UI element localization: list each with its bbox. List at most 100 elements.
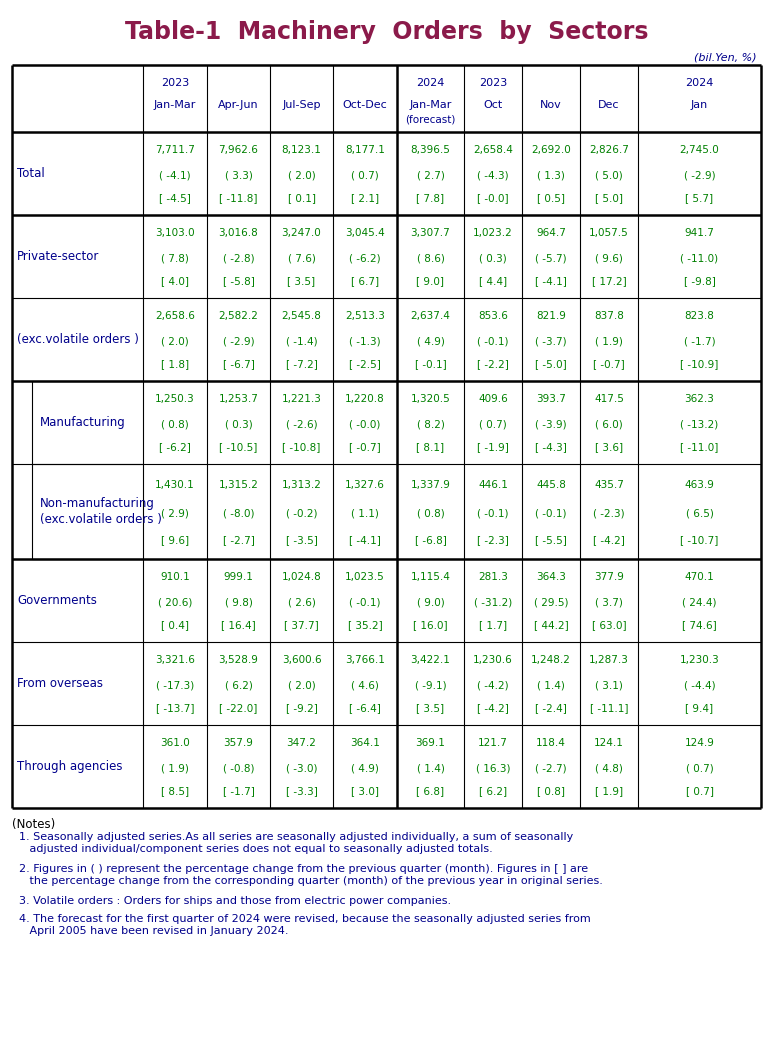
Text: ( 6.2): ( 6.2) xyxy=(225,680,253,691)
Text: (bil.Yen, %): (bil.Yen, %) xyxy=(694,53,757,63)
Text: 3,103.0: 3,103.0 xyxy=(155,228,195,239)
Text: 8,123.1: 8,123.1 xyxy=(281,145,322,156)
Text: ( 16.3): ( 16.3) xyxy=(475,763,510,774)
Text: ( 9.6): ( 9.6) xyxy=(595,253,623,263)
Text: ( 0.8): ( 0.8) xyxy=(161,419,189,429)
Text: 2023: 2023 xyxy=(161,78,189,88)
Text: [ 0.7]: [ 0.7] xyxy=(686,786,713,796)
Text: ( -4.4): ( -4.4) xyxy=(683,680,715,691)
Text: [ -11.0]: [ -11.0] xyxy=(680,443,719,452)
Text: 1,327.6: 1,327.6 xyxy=(345,480,385,489)
Text: 999.1: 999.1 xyxy=(223,572,254,582)
Text: [ -2.4]: [ -2.4] xyxy=(535,703,567,713)
Text: ( 7.6): ( 7.6) xyxy=(288,253,315,263)
Text: [ 3.0]: [ 3.0] xyxy=(351,786,379,796)
Text: [ 5.0]: [ 5.0] xyxy=(595,193,623,203)
Text: ( 29.5): ( 29.5) xyxy=(533,597,568,607)
Text: 1,430.1: 1,430.1 xyxy=(155,480,195,489)
Text: 7,962.6: 7,962.6 xyxy=(219,145,258,156)
Text: [ 0.1]: [ 0.1] xyxy=(288,193,315,203)
Text: [ -2.2]: [ -2.2] xyxy=(477,360,509,369)
Text: ( -2.7): ( -2.7) xyxy=(535,763,567,774)
Text: 7,711.7: 7,711.7 xyxy=(155,145,195,156)
Text: ( 2.9): ( 2.9) xyxy=(161,508,189,518)
Text: ( -0.2): ( -0.2) xyxy=(286,508,317,518)
Text: 369.1: 369.1 xyxy=(416,738,445,749)
Text: [ -2.7]: [ -2.7] xyxy=(223,535,254,545)
Text: 941.7: 941.7 xyxy=(685,228,714,239)
Text: Manufacturing: Manufacturing xyxy=(40,416,126,429)
Text: ( -9.1): ( -9.1) xyxy=(414,680,446,691)
Text: [ -6.4]: [ -6.4] xyxy=(349,703,381,713)
Text: ( -4.2): ( -4.2) xyxy=(477,680,509,691)
Text: Table-1  Machinery  Orders  by  Sectors: Table-1 Machinery Orders by Sectors xyxy=(124,20,649,44)
Text: 1,315.2: 1,315.2 xyxy=(219,480,258,489)
Text: 2,826.7: 2,826.7 xyxy=(589,145,629,156)
Text: 1. Seasonally adjusted series.As all series are seasonally adjusted individually: 1. Seasonally adjusted series.As all ser… xyxy=(12,832,574,853)
Text: ( 24.4): ( 24.4) xyxy=(683,597,717,607)
Text: [ 37.7]: [ 37.7] xyxy=(284,620,319,630)
Text: (Notes): (Notes) xyxy=(12,818,55,831)
Text: 3,422.1: 3,422.1 xyxy=(410,655,451,666)
Text: 377.9: 377.9 xyxy=(594,572,624,582)
Text: [ -3.3]: [ -3.3] xyxy=(285,786,318,796)
Text: [ -10.9]: [ -10.9] xyxy=(680,360,719,369)
Text: ( 0.3): ( 0.3) xyxy=(225,419,252,429)
Text: ( 0.7): ( 0.7) xyxy=(686,763,713,774)
Text: [ 0.4]: [ 0.4] xyxy=(161,620,189,630)
Text: ( 8.6): ( 8.6) xyxy=(417,253,444,263)
Text: [ -1.7]: [ -1.7] xyxy=(223,786,254,796)
Text: 445.8: 445.8 xyxy=(536,480,566,489)
Text: 3,528.9: 3,528.9 xyxy=(219,655,258,666)
Text: 3. Volatile orders : Orders for ships and those from electric power companies.: 3. Volatile orders : Orders for ships an… xyxy=(12,896,451,906)
Text: Through agencies: Through agencies xyxy=(17,760,122,773)
Text: ( 0.7): ( 0.7) xyxy=(351,170,379,180)
Text: ( 9.8): ( 9.8) xyxy=(225,597,253,607)
Text: ( -17.3): ( -17.3) xyxy=(156,680,194,691)
Text: [ -10.5]: [ -10.5] xyxy=(220,443,257,452)
Text: [ -6.8]: [ -6.8] xyxy=(414,535,447,545)
Text: [ 9.0]: [ 9.0] xyxy=(417,277,444,286)
Text: Jul-Sep: Jul-Sep xyxy=(282,100,321,110)
Text: [ -7.2]: [ -7.2] xyxy=(285,360,318,369)
Text: 121.7: 121.7 xyxy=(478,738,508,749)
Text: [ -0.0]: [ -0.0] xyxy=(477,193,509,203)
Text: [ -4.3]: [ -4.3] xyxy=(535,443,567,452)
Text: [ -2.5]: [ -2.5] xyxy=(349,360,381,369)
Text: [ 8.5]: [ 8.5] xyxy=(161,786,189,796)
Text: ( 4.6): ( 4.6) xyxy=(351,680,379,691)
Text: [ 16.0]: [ 16.0] xyxy=(414,620,448,630)
Text: [ 17.2]: [ 17.2] xyxy=(591,277,626,286)
Text: 2,658.6: 2,658.6 xyxy=(155,311,195,321)
Text: 8,396.5: 8,396.5 xyxy=(410,145,451,156)
Text: ( 4.9): ( 4.9) xyxy=(417,336,444,346)
Text: [ -4.2]: [ -4.2] xyxy=(593,535,625,545)
Text: Jan-Mar: Jan-Mar xyxy=(410,100,451,110)
Text: [ 74.6]: [ 74.6] xyxy=(682,620,717,630)
Text: [ -6.7]: [ -6.7] xyxy=(223,360,254,369)
Text: ( -0.1): ( -0.1) xyxy=(349,597,381,607)
Text: ( -1.3): ( -1.3) xyxy=(349,336,381,346)
Text: [ 44.2]: [ 44.2] xyxy=(533,620,568,630)
Text: [ -22.0]: [ -22.0] xyxy=(220,703,257,713)
Text: [ -0.7]: [ -0.7] xyxy=(593,360,625,369)
Text: ( -2.3): ( -2.3) xyxy=(593,508,625,518)
Text: 362.3: 362.3 xyxy=(685,394,714,404)
Text: ( -0.1): ( -0.1) xyxy=(477,336,509,346)
Text: 118.4: 118.4 xyxy=(536,738,566,749)
Text: 1,230.6: 1,230.6 xyxy=(473,655,512,666)
Text: ( -31.2): ( -31.2) xyxy=(474,597,512,607)
Text: ( -5.7): ( -5.7) xyxy=(535,253,567,263)
Text: [ 3.5]: [ 3.5] xyxy=(417,703,444,713)
Text: [ 16.4]: [ 16.4] xyxy=(221,620,256,630)
Text: [ 2.1]: [ 2.1] xyxy=(351,193,379,203)
Text: 1,250.3: 1,250.3 xyxy=(155,394,195,404)
Text: 364.3: 364.3 xyxy=(536,572,566,582)
Text: 1,023.2: 1,023.2 xyxy=(473,228,512,239)
Text: ( 0.8): ( 0.8) xyxy=(417,508,444,518)
Text: [ 3.5]: [ 3.5] xyxy=(288,277,315,286)
Text: [ -3.5]: [ -3.5] xyxy=(285,535,318,545)
Text: [ -4.2]: [ -4.2] xyxy=(477,703,509,713)
Text: ( -0.0): ( -0.0) xyxy=(349,419,380,429)
Text: ( -0.8): ( -0.8) xyxy=(223,763,254,774)
